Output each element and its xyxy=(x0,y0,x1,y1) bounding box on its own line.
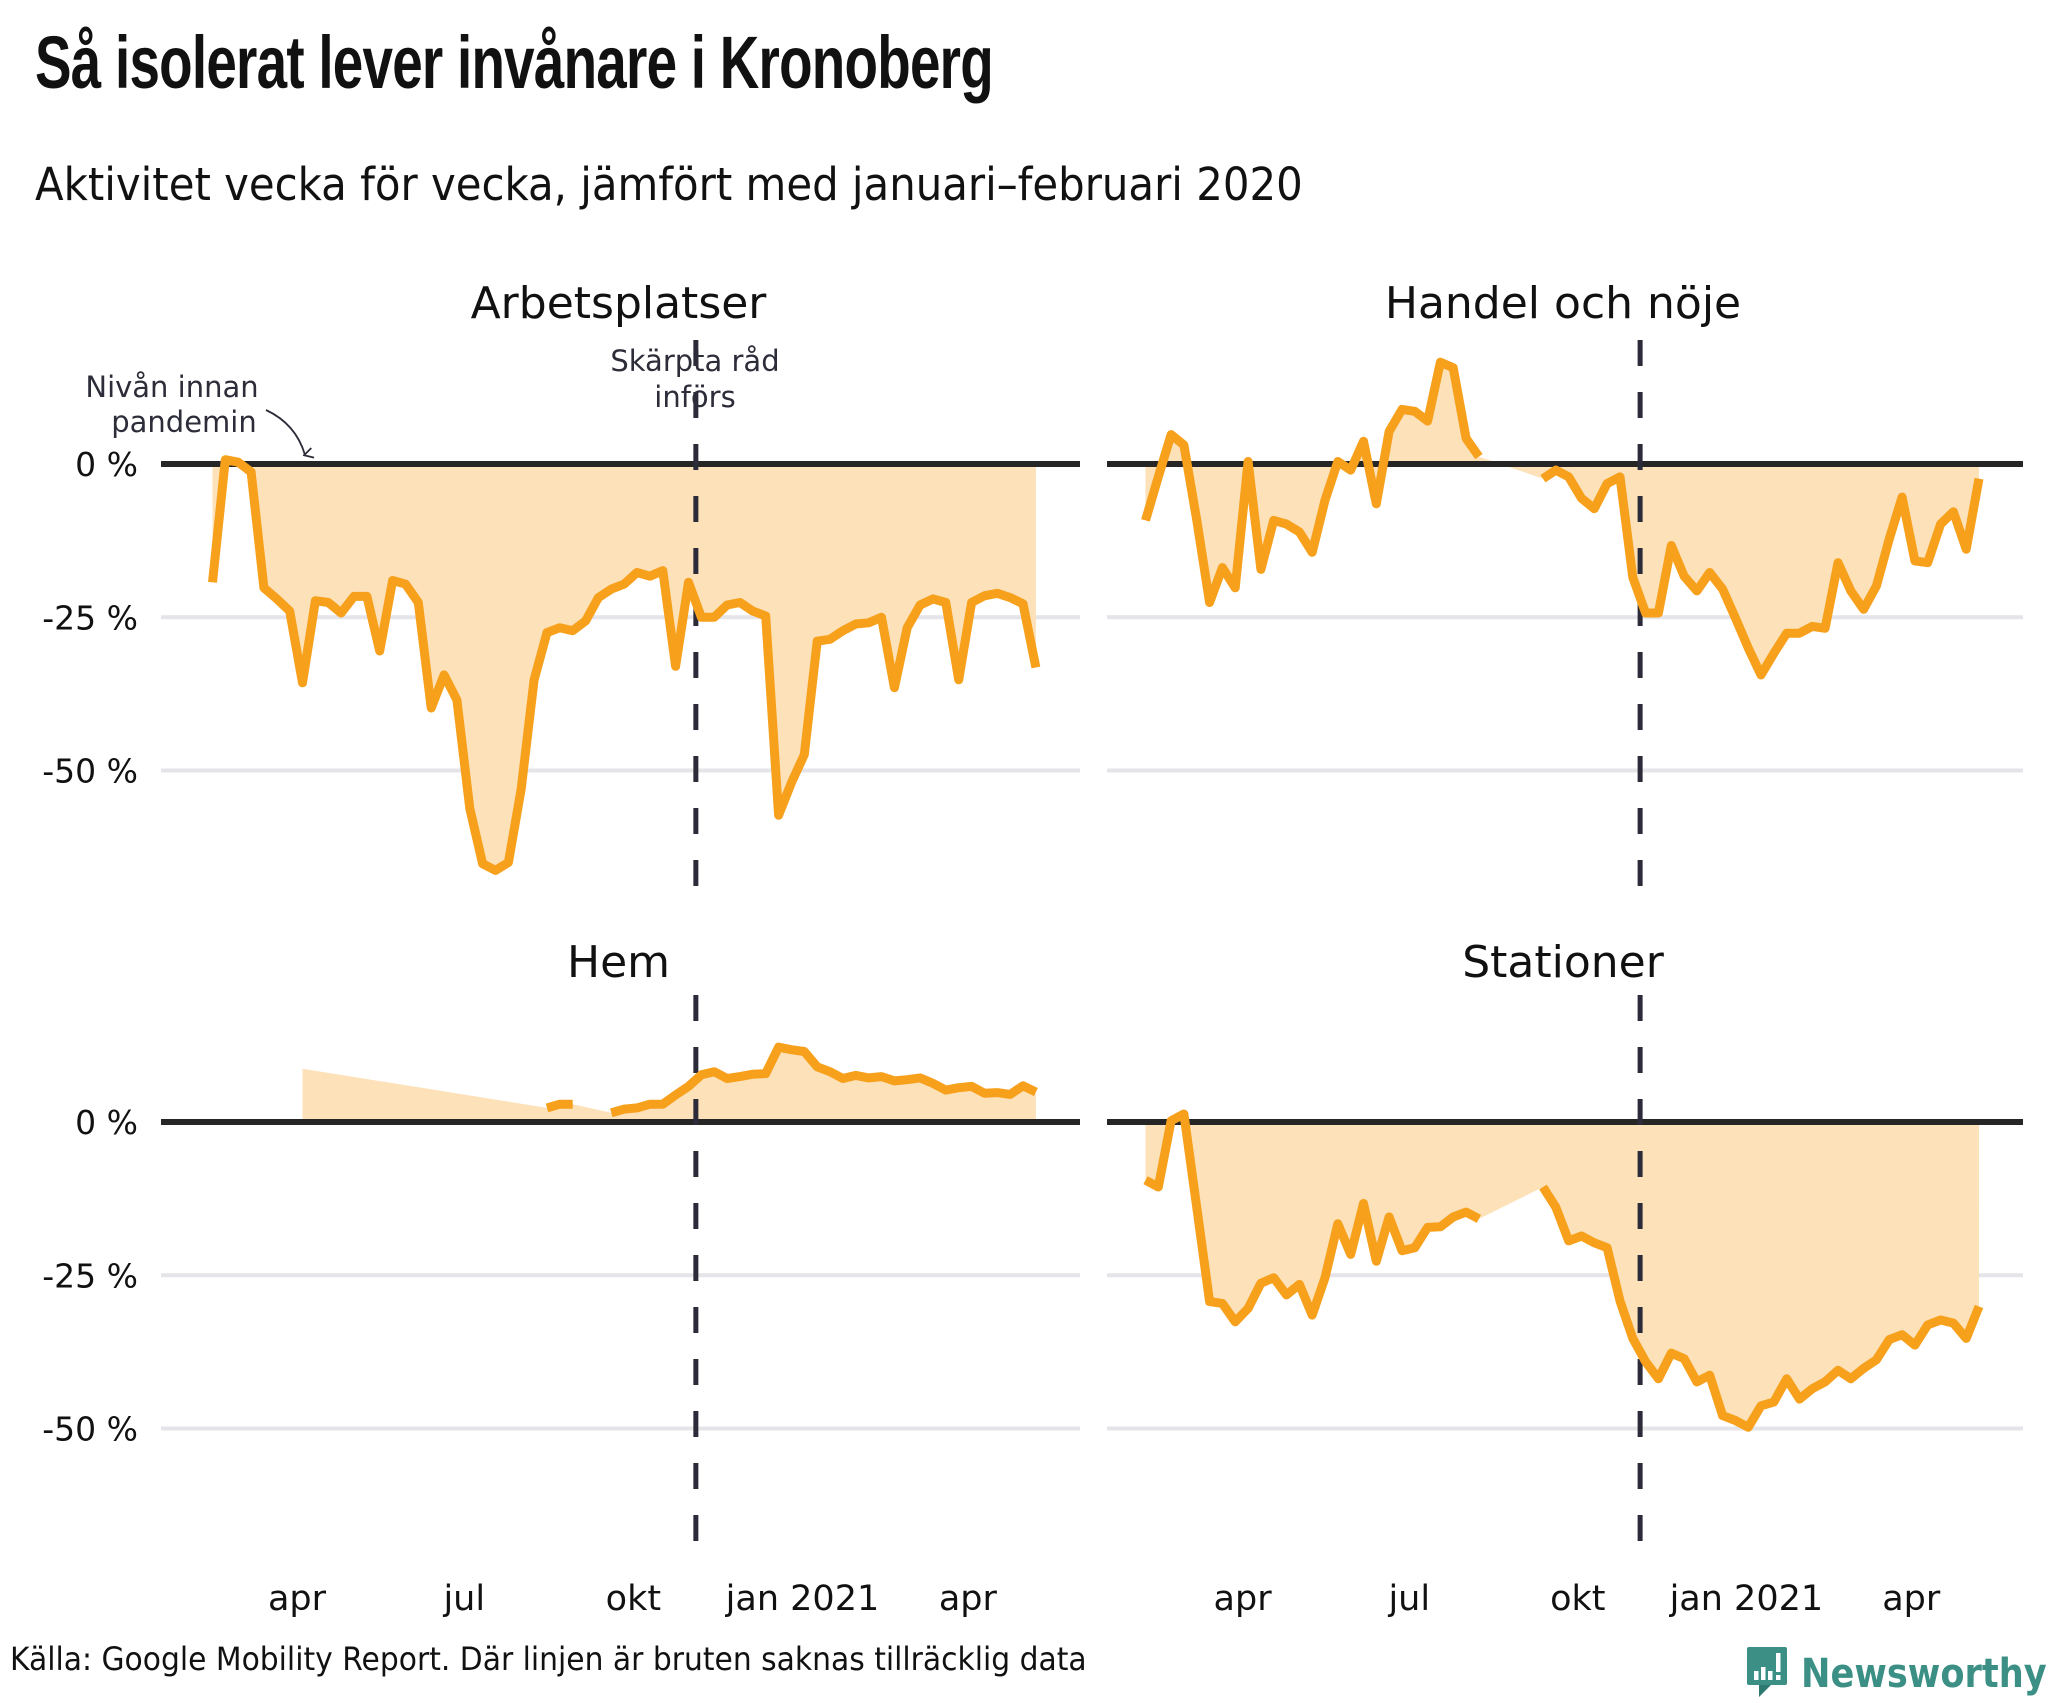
source-note: Källa: Google Mobility Report. Där linje… xyxy=(10,1640,1087,1678)
area-fill xyxy=(1145,362,1980,675)
x-tick-label: jul xyxy=(442,1579,485,1619)
y-tick-label: -25 % xyxy=(42,598,138,637)
x-tick-label: jul xyxy=(1387,1579,1430,1619)
baseline-annotation-line1: Nivån innan xyxy=(85,370,258,404)
newsworthy-logo-icon xyxy=(1745,1645,1789,1703)
panel-title: Hem xyxy=(567,937,670,988)
x-tick-label: okt xyxy=(1550,1579,1605,1619)
chart-subtitle: Aktivitet vecka för vecka, jämfört med j… xyxy=(35,158,1303,211)
x-tick-label: apr xyxy=(939,1579,998,1619)
panel-arbetsplatser: Arbetsplatser 0 % -25 % -50 % xyxy=(42,278,1080,890)
baseline-annotation-arrow xyxy=(265,409,305,455)
panel-hem: Hem 0 % -25 % -50 % apr jul okt jan 2021 apr xyxy=(42,937,1080,1619)
series-line xyxy=(1141,357,1483,607)
baseline-annotation-line2: pandemin xyxy=(111,405,257,439)
panel-stationer: Stationer apr jul okt jan 2021 apr xyxy=(1107,937,2023,1619)
series-line xyxy=(208,455,1041,875)
x-tick-label: apr xyxy=(1214,1579,1273,1619)
panel-handel-och-nöje: Handel och nöje xyxy=(1107,278,2023,890)
x-tick-label: okt xyxy=(606,1579,661,1619)
panel-title: Arbetsplatser xyxy=(471,278,768,329)
x-tick-label: apr xyxy=(268,1579,327,1619)
area-fill xyxy=(1145,1114,1980,1428)
area-fill xyxy=(212,459,1036,871)
panel-title: Handel och nöje xyxy=(1385,278,1741,329)
panel-title: Stationer xyxy=(1462,937,1664,988)
series-line xyxy=(545,1099,573,1113)
x-tick-label: jan 2021 xyxy=(1669,1579,1824,1619)
series-line xyxy=(1143,1109,1482,1327)
series-line xyxy=(610,1042,1038,1118)
newsworthy-logo[interactable]: Newsworthy xyxy=(1745,1645,2048,1703)
y-tick-label: -50 % xyxy=(42,1410,138,1449)
x-tick-label: jan 2021 xyxy=(725,1579,880,1619)
newsworthy-logo-text: Newsworthy xyxy=(1801,1651,2047,1697)
event-annotation-line1: Skärpta råd xyxy=(610,344,779,378)
series-line xyxy=(1540,465,1984,680)
x-tick-label: apr xyxy=(1882,1579,1941,1619)
y-tick-label: 0 % xyxy=(75,445,138,484)
series-line xyxy=(1539,1184,1984,1432)
event-annotation-line2: införs xyxy=(654,380,735,414)
y-tick-label: 0 % xyxy=(75,1103,138,1142)
y-tick-label: -50 % xyxy=(42,752,138,791)
y-tick-label: -25 % xyxy=(42,1256,138,1295)
chart-title: Så isolerat lever invånare i Kronoberg xyxy=(35,21,994,104)
area-fill xyxy=(302,1047,1036,1122)
